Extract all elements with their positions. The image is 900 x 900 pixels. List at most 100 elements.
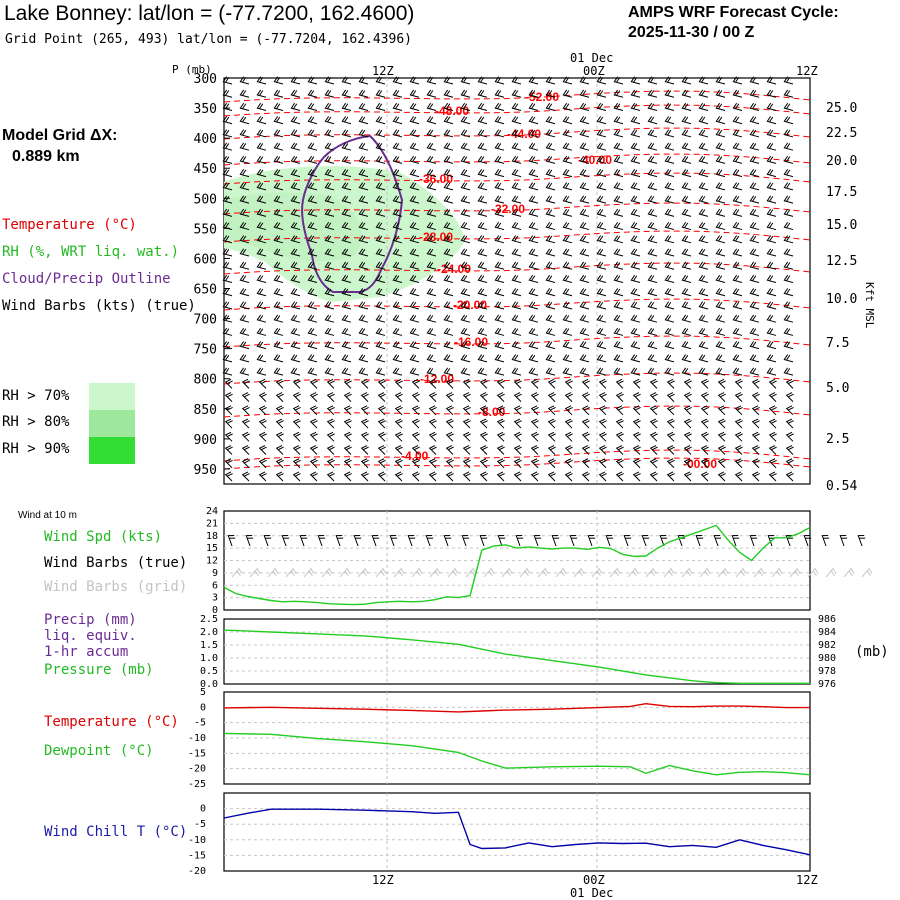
- cross-section-wind-barb: [528, 116, 539, 125]
- cross-section-wind-barb: [613, 301, 624, 310]
- cross-section-wind-barb: [530, 431, 539, 442]
- cross-section-wind-barb: [224, 418, 233, 429]
- cross-section-wind-barb: [562, 89, 573, 98]
- pressure-panel-frame: [223, 618, 811, 685]
- cross-section-wind-barb: [309, 378, 318, 389]
- cross-section-wind-barb: [766, 182, 777, 191]
- cross-section-wind-barb: [630, 274, 641, 283]
- cross-section-wind-barb: [273, 208, 284, 217]
- cross-section-wind-barb: [324, 248, 335, 257]
- cross-section-wind-barb: [613, 341, 624, 350]
- cross-section-wind-barb: [647, 327, 658, 336]
- cross-section-wind-barb: [290, 248, 301, 257]
- cross-section-wind-barb: [698, 367, 709, 376]
- cross-section-wind-barb: [700, 458, 709, 469]
- cross-section-wind-barb: [273, 314, 284, 323]
- pressure-tick-label-right: 984: [818, 627, 836, 638]
- cross-section-wind-barb: [496, 458, 505, 469]
- cross-section-wind-barb: [290, 142, 301, 151]
- pressure-tick-label: 750: [194, 343, 217, 358]
- sfc-wind-barb-true: [623, 535, 632, 547]
- cross-section-wind-barb: [783, 301, 794, 310]
- cross-section-wind-barb: [377, 418, 386, 429]
- temperature-tick-label: -10: [188, 733, 206, 744]
- cross-section-wind-barb: [222, 288, 233, 297]
- cross-section-wind-barb: [783, 142, 794, 151]
- cross-section-wind-barb: [666, 458, 675, 469]
- cross-section-wind-barb: [358, 76, 369, 85]
- cross-section-wind-barb: [409, 169, 420, 178]
- cross-section-wind-barb: [511, 76, 522, 85]
- cross-section-wind-barb: [341, 102, 352, 111]
- cross-section-wind-barb: [749, 169, 760, 178]
- sfc-wind-barb-true: [227, 535, 236, 547]
- wind-tick-label: 12: [206, 556, 218, 567]
- cross-section-wind-barb: [732, 248, 743, 257]
- cross-section-wind-barb: [717, 471, 726, 482]
- cross-section-wind-barb: [647, 261, 658, 270]
- cross-section-wind-barb: [783, 102, 794, 111]
- cross-section-wind-barb: [273, 142, 284, 151]
- cross-section-wind-barb: [528, 155, 539, 164]
- cross-section-wind-barb: [545, 367, 556, 376]
- cross-section-wind-barb: [681, 248, 692, 257]
- cross-section-wind-barb: [275, 458, 284, 469]
- pressure-tick-label-right: 978: [818, 666, 836, 677]
- cross-section-wind-barb: [460, 261, 471, 270]
- cross-section-wind-barb: [749, 195, 760, 204]
- cross-section-wind-barb: [766, 195, 777, 204]
- pressure-tick-label: 700: [194, 313, 217, 328]
- cross-section-wind-barb: [698, 248, 709, 257]
- cross-section-wind-barb: [290, 169, 301, 178]
- cross-section-wind-barb: [307, 261, 318, 270]
- cross-section-wind-barb: [630, 182, 641, 191]
- cross-section-wind-barb: [785, 458, 794, 469]
- cross-section-wind-barb: [307, 314, 318, 323]
- cross-section-wind-barb: [426, 155, 437, 164]
- cross-section-wind-barb: [409, 142, 420, 151]
- cross-section-wind-barb: [649, 445, 658, 455]
- cross-section-wind-barb: [324, 314, 335, 323]
- cross-section-wind-barb: [477, 169, 488, 178]
- cross-section-wind-barb: [698, 288, 709, 297]
- cross-section-wind-barb: [290, 102, 301, 111]
- cross-section-wind-barb: [426, 182, 437, 191]
- cross-section-wind-barb: [239, 116, 250, 125]
- cross-section-wind-barb: [766, 288, 777, 297]
- cross-section-wind-barb: [375, 221, 386, 231]
- cross-section-wind-barb: [358, 274, 369, 283]
- cross-section-wind-barb: [307, 341, 318, 350]
- cross-section-wind-barb: [477, 314, 488, 323]
- cross-section-wind-barb: [579, 208, 590, 217]
- cross-section-wind-barb: [494, 274, 505, 283]
- cross-section-wind-barb: [358, 314, 369, 323]
- cross-section-wind-barb: [256, 89, 267, 98]
- cross-section-wind-barb: [411, 471, 420, 482]
- cross-section-wind-barb: [324, 354, 335, 363]
- cross-section-wind-barb: [647, 76, 658, 85]
- cross-section-wind-barb: [392, 248, 403, 257]
- cross-section-wind-barb: [239, 274, 250, 283]
- cross-section-wind-barb: [649, 458, 658, 469]
- cross-section-wind-barb: [258, 378, 267, 389]
- sfc-wind-barb-grid: [339, 567, 351, 578]
- precip-tick-label: 2.0: [200, 627, 218, 638]
- cross-section-wind-barb: [258, 471, 267, 482]
- temperature-contour: [223, 230, 811, 243]
- cross-section-wind-barb: [443, 102, 454, 111]
- cross-section-wind-barb: [494, 367, 505, 376]
- cross-section-wind-barb: [579, 274, 590, 283]
- cross-section-wind-barb: [630, 76, 641, 85]
- cross-section-wind-barb: [239, 314, 250, 323]
- cross-section-wind-barb: [273, 327, 284, 336]
- cross-section-wind-barb: [309, 418, 318, 429]
- cross-section-wind-barb: [630, 155, 641, 164]
- cross-section-wind-barb: [783, 182, 794, 191]
- cross-section-wind-barb: [392, 76, 403, 85]
- cross-section-wind-barb: [562, 248, 573, 257]
- cross-section-wind-barb: [443, 76, 454, 85]
- cross-section-wind-barb: [392, 261, 403, 270]
- cross-section-wind-barb: [783, 341, 794, 350]
- cross-section-wind-barb: [394, 471, 403, 482]
- sfc-wind-barb-grid: [429, 567, 441, 578]
